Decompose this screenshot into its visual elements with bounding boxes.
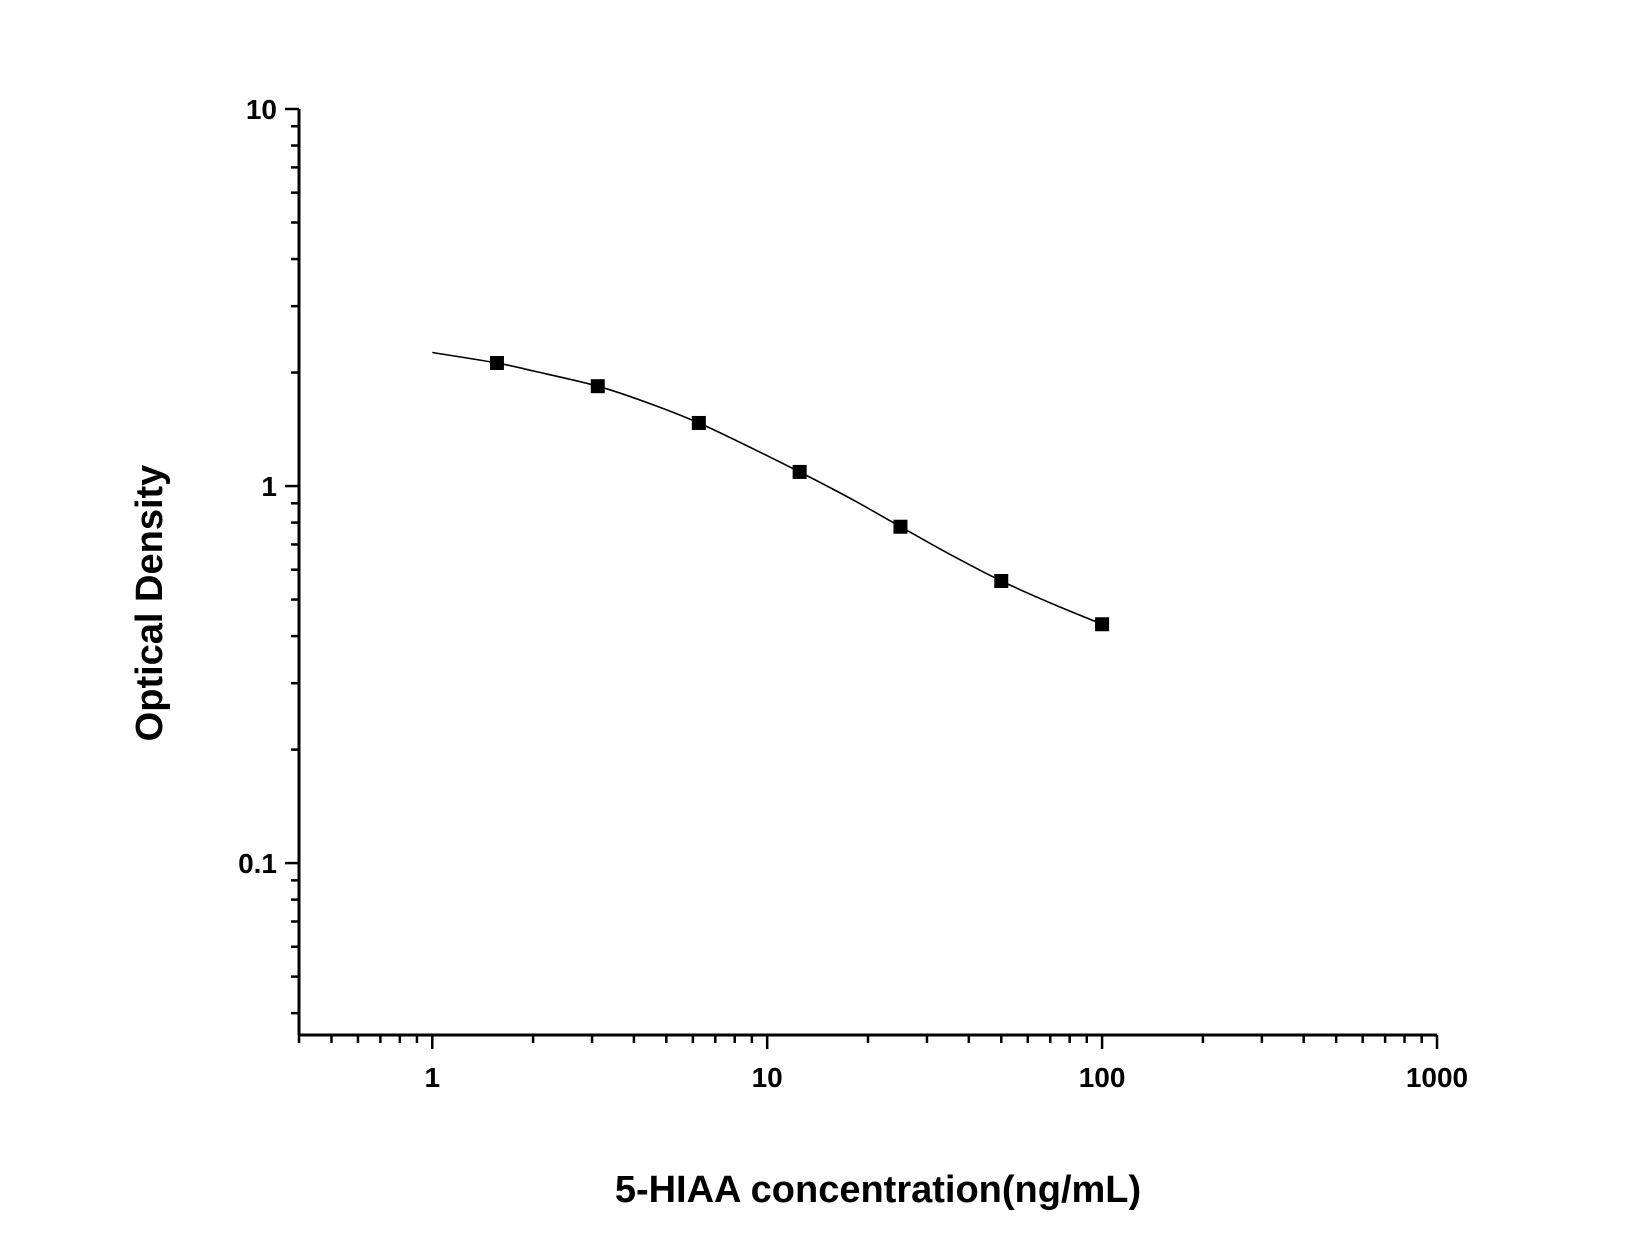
x-tick-label: 1	[424, 1062, 440, 1093]
x-axis-title: 5-HIAA concentration(ng/mL)	[615, 1169, 1141, 1211]
data-point	[590, 379, 605, 394]
x-tick-label: 10	[752, 1062, 783, 1093]
data-point	[691, 415, 706, 430]
data-points	[489, 356, 1110, 632]
axes	[297, 109, 1437, 1037]
data-point	[1095, 617, 1110, 632]
y-axis-title: Optical Density	[129, 465, 171, 742]
data-point	[792, 464, 807, 479]
x-tick-label: 100	[1079, 1062, 1126, 1093]
data-point	[994, 573, 1009, 588]
ticks	[285, 107, 1439, 1049]
data-point	[893, 519, 908, 534]
x-tick-label: 1000	[1406, 1062, 1468, 1093]
y-tick-label: 1	[261, 471, 277, 502]
y-tick-label: 10	[246, 94, 277, 125]
data-point	[489, 356, 504, 371]
y-tick-label: 0.1	[238, 848, 277, 879]
tick-labels: 1 10 100 1000 0.1 1 10	[238, 94, 1468, 1093]
